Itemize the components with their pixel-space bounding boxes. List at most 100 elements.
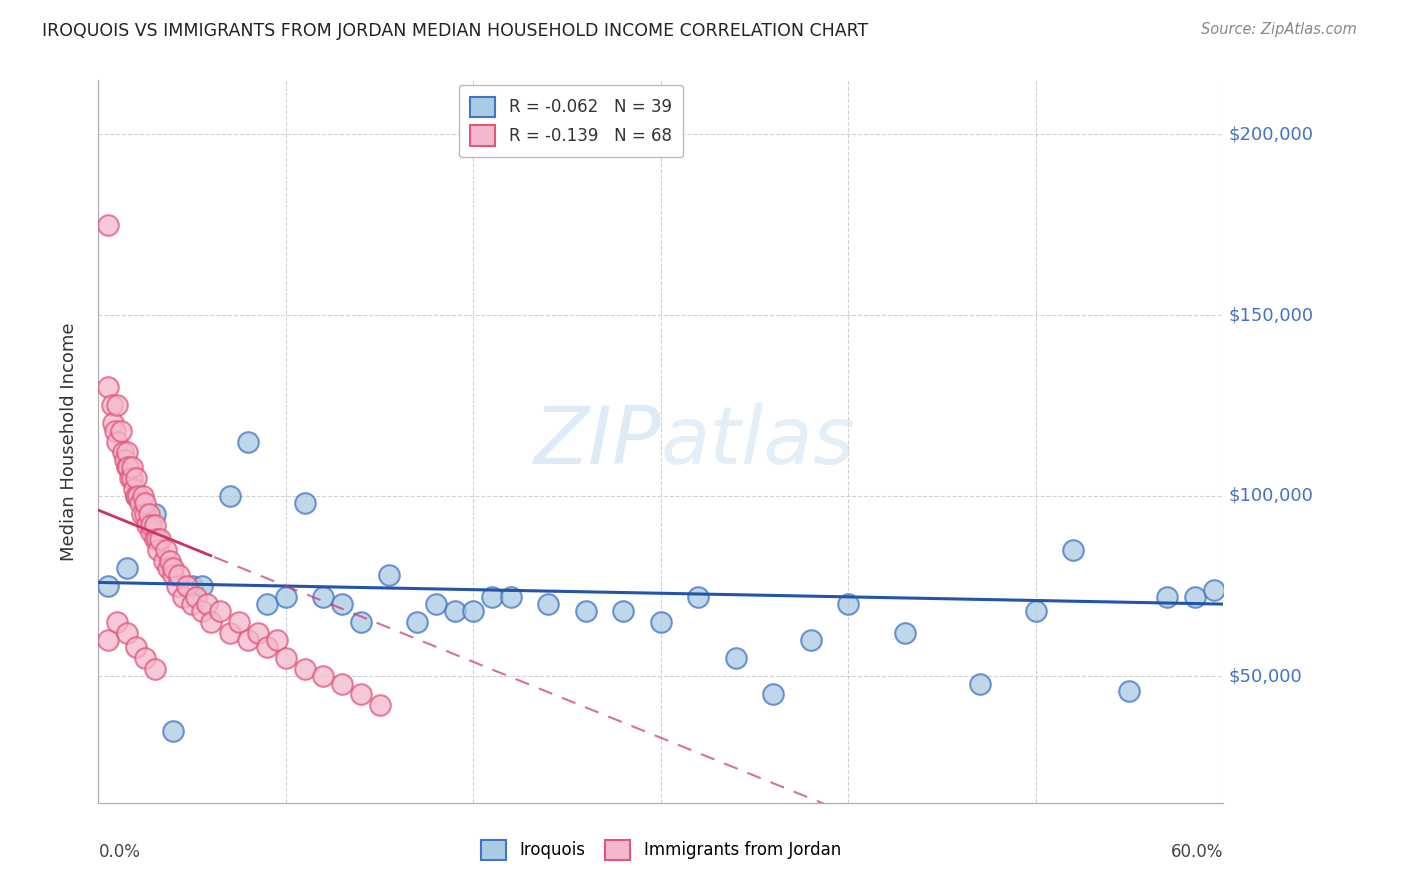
- Point: [128, 496, 150, 510]
- Point: [575, 604, 598, 618]
- Point: [115, 445, 138, 459]
- Point: [190, 579, 212, 593]
- Point: [1025, 604, 1047, 618]
- Text: atlas: atlas: [661, 402, 856, 481]
- Point: [97, 218, 120, 232]
- Point: [125, 640, 148, 655]
- Point: [104, 424, 127, 438]
- Point: [312, 669, 335, 683]
- Point: [195, 597, 218, 611]
- Point: [105, 398, 128, 412]
- Text: 60.0%: 60.0%: [1171, 843, 1223, 861]
- Point: [162, 568, 184, 582]
- Point: [312, 590, 335, 604]
- Point: [218, 489, 240, 503]
- Text: ZIP: ZIP: [533, 402, 661, 481]
- Point: [1118, 683, 1140, 698]
- Point: [167, 568, 190, 582]
- Point: [134, 507, 156, 521]
- Point: [132, 489, 155, 503]
- Text: IROQUOIS VS IMMIGRANTS FROM JORDAN MEDIAN HOUSEHOLD INCOME CORRELATION CHART: IROQUOIS VS IMMIGRANTS FROM JORDAN MEDIA…: [42, 22, 869, 40]
- Text: $150,000: $150,000: [1229, 306, 1315, 324]
- Point: [100, 398, 122, 412]
- Point: [103, 417, 125, 431]
- Point: [110, 424, 132, 438]
- Point: [893, 626, 915, 640]
- Point: [148, 542, 170, 557]
- Point: [190, 604, 212, 618]
- Point: [406, 615, 429, 630]
- Text: Source: ZipAtlas.com: Source: ZipAtlas.com: [1201, 22, 1357, 37]
- Point: [125, 489, 148, 503]
- Point: [368, 698, 391, 713]
- Point: [443, 604, 465, 618]
- Point: [145, 532, 167, 546]
- Point: [120, 470, 142, 484]
- Text: 0.0%: 0.0%: [98, 843, 141, 861]
- Point: [837, 597, 859, 611]
- Point: [97, 633, 120, 648]
- Point: [115, 561, 138, 575]
- Point: [176, 579, 198, 593]
- Point: [463, 604, 485, 618]
- Point: [143, 532, 166, 546]
- Point: [114, 452, 136, 467]
- Point: [159, 554, 181, 568]
- Point: [800, 633, 823, 648]
- Point: [125, 470, 148, 484]
- Point: [1184, 590, 1206, 604]
- Point: [139, 517, 162, 532]
- Point: [166, 579, 188, 593]
- Point: [537, 597, 560, 611]
- Point: [162, 561, 184, 575]
- Point: [181, 597, 204, 611]
- Point: [330, 597, 353, 611]
- Point: [1156, 590, 1178, 604]
- Point: [105, 615, 128, 630]
- Point: [105, 434, 128, 449]
- Y-axis label: Median Household Income: Median Household Income: [59, 322, 77, 561]
- Point: [121, 459, 143, 474]
- Point: [762, 687, 785, 701]
- Point: [115, 459, 138, 474]
- Point: [115, 626, 138, 640]
- Point: [97, 579, 120, 593]
- Point: [330, 676, 353, 690]
- Point: [238, 434, 260, 449]
- Point: [181, 579, 204, 593]
- Point: [218, 626, 240, 640]
- Point: [294, 496, 316, 510]
- Text: $50,000: $50,000: [1229, 667, 1302, 685]
- Point: [97, 380, 120, 394]
- Point: [117, 459, 139, 474]
- Point: [131, 507, 153, 521]
- Point: [138, 507, 160, 521]
- Point: [274, 590, 297, 604]
- Point: [266, 633, 288, 648]
- Point: [153, 554, 176, 568]
- Point: [256, 597, 278, 611]
- Point: [172, 590, 194, 604]
- Point: [228, 615, 250, 630]
- Point: [136, 517, 159, 532]
- Point: [499, 590, 522, 604]
- Point: [155, 542, 177, 557]
- Point: [134, 496, 156, 510]
- Legend: Iroquois, Immigrants from Jordan: Iroquois, Immigrants from Jordan: [474, 833, 848, 867]
- Point: [209, 604, 232, 618]
- Point: [143, 517, 166, 532]
- Point: [125, 489, 148, 503]
- Point: [200, 615, 222, 630]
- Point: [156, 561, 179, 575]
- Point: [122, 482, 145, 496]
- Point: [650, 615, 672, 630]
- Point: [274, 651, 297, 665]
- Point: [162, 723, 184, 738]
- Point: [256, 640, 278, 655]
- Point: [121, 470, 143, 484]
- Point: [143, 662, 166, 676]
- Point: [149, 532, 172, 546]
- Point: [612, 604, 634, 618]
- Point: [127, 489, 149, 503]
- Point: [139, 524, 162, 539]
